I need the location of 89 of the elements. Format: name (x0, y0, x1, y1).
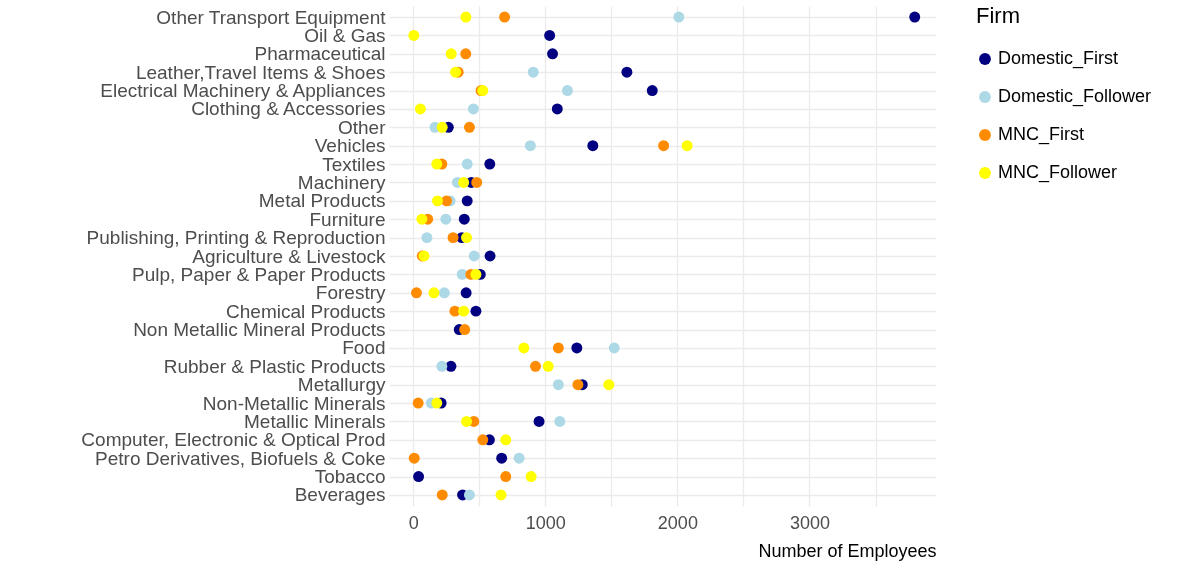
point (440, 213, 452, 225)
point (621, 66, 633, 78)
point (463, 121, 475, 133)
point (533, 415, 545, 427)
point (544, 29, 556, 41)
point (438, 287, 450, 299)
point (499, 11, 511, 23)
y-tick-label: Forestry (315, 282, 386, 304)
point (460, 11, 472, 23)
point (416, 213, 428, 225)
point (421, 232, 433, 244)
legend-label: Domestic_Follower (998, 86, 1152, 107)
point (500, 471, 512, 483)
point (495, 489, 507, 501)
point (461, 232, 473, 244)
x-tick-label: 0 (408, 512, 419, 533)
point (468, 250, 480, 262)
y-tick-label: Computer, Electronic & Optical Prod (81, 429, 386, 451)
point (530, 360, 541, 372)
point (554, 415, 566, 427)
point (681, 140, 693, 152)
point (547, 48, 559, 60)
y-tick-label: Metallurgy (297, 374, 386, 396)
point (467, 103, 479, 115)
point (603, 379, 615, 391)
point (513, 452, 525, 464)
point (458, 213, 470, 225)
legend-label: MNC_Follower (998, 162, 1118, 183)
point (458, 177, 470, 188)
point (461, 415, 473, 427)
point (461, 158, 473, 170)
point (909, 11, 921, 23)
point (484, 250, 496, 262)
x-tick-label: 1000 (525, 512, 566, 533)
point (408, 452, 420, 464)
point (608, 342, 620, 354)
point (477, 434, 489, 446)
point (447, 232, 459, 244)
y-tick-label: Furniture (309, 208, 386, 230)
point (542, 360, 554, 372)
point (551, 103, 563, 115)
y-tick-label: Metallic Minerals (244, 410, 386, 432)
point (460, 287, 472, 299)
point (461, 195, 473, 207)
x-axis-title: Number of Employees (758, 540, 937, 561)
point (463, 489, 475, 501)
x-tick-label: 2000 (657, 512, 698, 533)
point (527, 66, 539, 78)
point (411, 287, 422, 299)
point (673, 11, 685, 23)
point (412, 397, 424, 409)
point (587, 140, 599, 152)
point (525, 471, 537, 483)
point (436, 121, 448, 133)
point (431, 158, 443, 170)
point (413, 471, 425, 483)
x-tick-label: 3000 (789, 512, 830, 533)
point (436, 360, 448, 372)
point (471, 177, 483, 188)
point (460, 48, 472, 60)
point (552, 379, 564, 391)
point (458, 305, 470, 317)
legend-label: Domestic_First (998, 48, 1119, 69)
point (496, 452, 508, 464)
legend-title: Firm (976, 3, 1020, 28)
point (561, 85, 573, 97)
legend-label: MNC_First (998, 124, 1084, 145)
point (470, 268, 482, 280)
point (431, 397, 443, 409)
point (459, 324, 471, 335)
point (484, 158, 496, 170)
y-tick-label: Publishing, Printing & Reproduction (86, 227, 386, 249)
point (436, 489, 448, 501)
y-tick-label: Other (337, 116, 387, 138)
point (552, 342, 564, 354)
point (408, 29, 420, 41)
point (646, 85, 658, 97)
point (658, 140, 670, 152)
point (414, 103, 426, 115)
point (428, 287, 440, 299)
point (445, 48, 457, 60)
point (518, 342, 530, 354)
y-tick-label: Other Transport Equipment (156, 6, 387, 28)
point (500, 434, 512, 446)
point (572, 379, 584, 391)
point (432, 195, 443, 207)
point (571, 342, 583, 354)
point (470, 305, 482, 317)
point (524, 140, 536, 152)
